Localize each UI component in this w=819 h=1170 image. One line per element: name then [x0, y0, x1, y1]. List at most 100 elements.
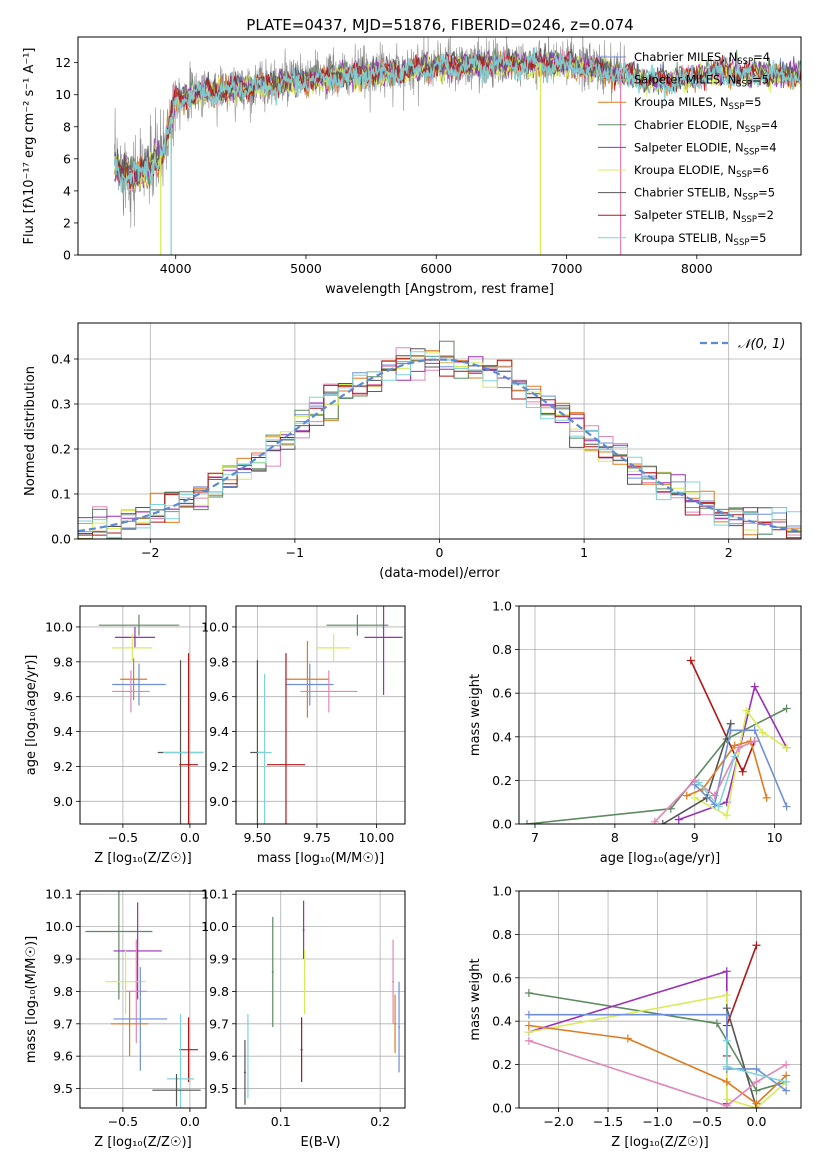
mass-weight-marker: [782, 743, 791, 752]
x-tick-label: −0.5: [692, 1114, 722, 1129]
y-tick-label: 0.0: [492, 817, 512, 832]
y-tick-label: 4: [63, 183, 71, 198]
y-tick-label: 9.4: [53, 724, 73, 739]
y-tick-label: 9.2: [209, 759, 229, 774]
y-tick-label: 0.4: [51, 352, 71, 367]
legend-label-sub: SSP: [736, 170, 752, 180]
mass-weight-lines: [524, 941, 791, 1108]
x-tick-label: 0.1: [271, 1114, 291, 1129]
age-vs-z-panel: −0.5 0.0 9.0 9.2 9.4 9.6 9.8 10.0 Z [log₁₀(Z/Z☉)…: [24, 605, 207, 866]
mass-weight-marker: [722, 1010, 731, 1019]
y-tick-label: 0.2: [492, 1057, 512, 1072]
x-tick-label: 0.0: [747, 1114, 767, 1129]
legend-label-tail: =6: [752, 163, 769, 177]
mass-weight-marker: [674, 815, 683, 824]
x-axis-label: wavelength [Angstrom, rest frame]: [325, 282, 554, 297]
y-tick-label: 10.0: [45, 919, 73, 934]
mass-weight-marker: [722, 991, 731, 1000]
mass-weight-marker: [524, 1010, 533, 1019]
y-tick-label: 10: [55, 87, 71, 102]
mass-vs-ebv-panel: 0.1 0.2 9.5 9.6 9.7 9.8 9.9 10.0 10.1 E(B-V): [201, 887, 406, 1150]
mass-weight-marker: [524, 1021, 533, 1030]
mass-weight-marker: [694, 778, 703, 787]
x-tick-label: 6000: [420, 261, 452, 276]
x-axis-label: Z [log₁₀(Z/Z☉)]: [94, 1135, 191, 1150]
y-tick-label: 9.6: [53, 689, 73, 704]
mass-weight-marker: [782, 1077, 791, 1086]
y-tick-label: 10.1: [45, 887, 73, 902]
y-tick-label: 9.0: [53, 794, 73, 809]
axes-frame: [235, 890, 406, 1109]
axes-frame: [79, 605, 207, 825]
mass-weight-marker: [750, 737, 759, 746]
y-tick-label: 6: [63, 151, 71, 166]
x-tick-label: 10: [767, 830, 783, 845]
mass-weight-marker: [702, 793, 711, 802]
mass-weight-marker: [752, 1077, 761, 1086]
mass-weight-marker: [710, 791, 719, 800]
axes-frame: [77, 36, 802, 256]
x-tick-label: −0.5: [108, 830, 138, 845]
y-tick-label: 9.9: [209, 952, 229, 967]
x-axis-label: E(B-V): [300, 1135, 340, 1150]
mass-weight-marker: [752, 1086, 761, 1095]
legend-label: Kroupa MILES, NSSP=5: [634, 95, 761, 112]
normal-legend-label: 𝒩(0, 1): [738, 337, 785, 352]
axes-frame: [518, 890, 802, 1109]
legend-label-tail: =4: [753, 50, 770, 64]
y-tick-label: 9.7: [53, 1016, 73, 1031]
mass-weight-marker: [722, 967, 731, 976]
legend-label-tail: =4: [760, 140, 777, 154]
legend-label: Chabrier MILES, NSSP=4: [634, 50, 770, 67]
x-tick-label: −2.0: [543, 1114, 573, 1129]
x-tick-label: 8: [611, 830, 619, 845]
legend-label-sub: SSP: [737, 57, 753, 67]
mass-weight-marker: [722, 1101, 731, 1108]
errorbar-marks: [85, 891, 201, 1108]
mass-weight-marker: [658, 820, 667, 824]
y-tick-label: 0.2: [492, 773, 512, 788]
y-tick-label: 0.1: [51, 487, 71, 502]
axes-frame: [79, 890, 207, 1109]
x-tick-label: 0.2: [370, 1114, 390, 1129]
legend-label-sub: SSP: [745, 125, 761, 135]
y-tick-label: 9.8: [209, 654, 229, 669]
y-axis-label: mass weight: [468, 958, 483, 1040]
legend-label-sub: SSP: [729, 102, 745, 112]
y-tick-label: 10.0: [201, 919, 229, 934]
errorbar-marks: [250, 606, 403, 824]
legend-label: Salpeter STELIB, NSSP=2: [634, 208, 774, 225]
y-axis-label: mass weight: [468, 674, 483, 756]
x-tick-label: 10.00: [359, 830, 395, 845]
legend-label-text: Chabrier MILES, N: [634, 50, 737, 64]
legend-label: Chabrier ELODIE, NSSP=4: [634, 118, 778, 135]
y-tick-label: 10.0: [45, 619, 73, 634]
x-tick-label: 2: [725, 545, 733, 560]
x-tick-label: −1.0: [642, 1114, 672, 1129]
mass-weight-marker: [750, 682, 759, 691]
legend-label-text: Salpeter ELODIE, N: [634, 140, 744, 154]
legend-label-tail: =5: [752, 73, 769, 87]
mass-weight-marker: [686, 656, 695, 665]
legend-label-text: Chabrier STELIB, N: [634, 186, 742, 200]
mass-weight-marker: [522, 820, 531, 824]
mass-weight-marker: [762, 793, 771, 802]
mass-weight-marker: [722, 1077, 731, 1086]
legend-label: Kroupa ELODIE, NSSP=6: [634, 163, 769, 180]
histogram-bars: [78, 340, 801, 539]
y-tick-label: 9.8: [53, 654, 73, 669]
y-tick-label: 10.1: [201, 887, 229, 902]
legend-label-text: Salpeter STELIB, N: [634, 208, 741, 222]
legend-label-sub: SSP: [734, 238, 750, 248]
axes-frame: [518, 605, 802, 825]
y-tick-label: 9.6: [209, 1049, 229, 1064]
mass-weight-lines: [522, 656, 791, 824]
mass-weight-marker: [752, 941, 761, 950]
axes-frame: [235, 605, 406, 825]
mass-weight-marker: [758, 728, 767, 737]
mass-vs-z-panel: −0.5 0.0 9.5 9.6 9.7 9.8 9.9 10.0 10.1 Z [log₁₀(Z…: [24, 887, 207, 1150]
mass-weight-marker: [782, 1086, 791, 1095]
y-tick-label: 9.8: [53, 984, 73, 999]
